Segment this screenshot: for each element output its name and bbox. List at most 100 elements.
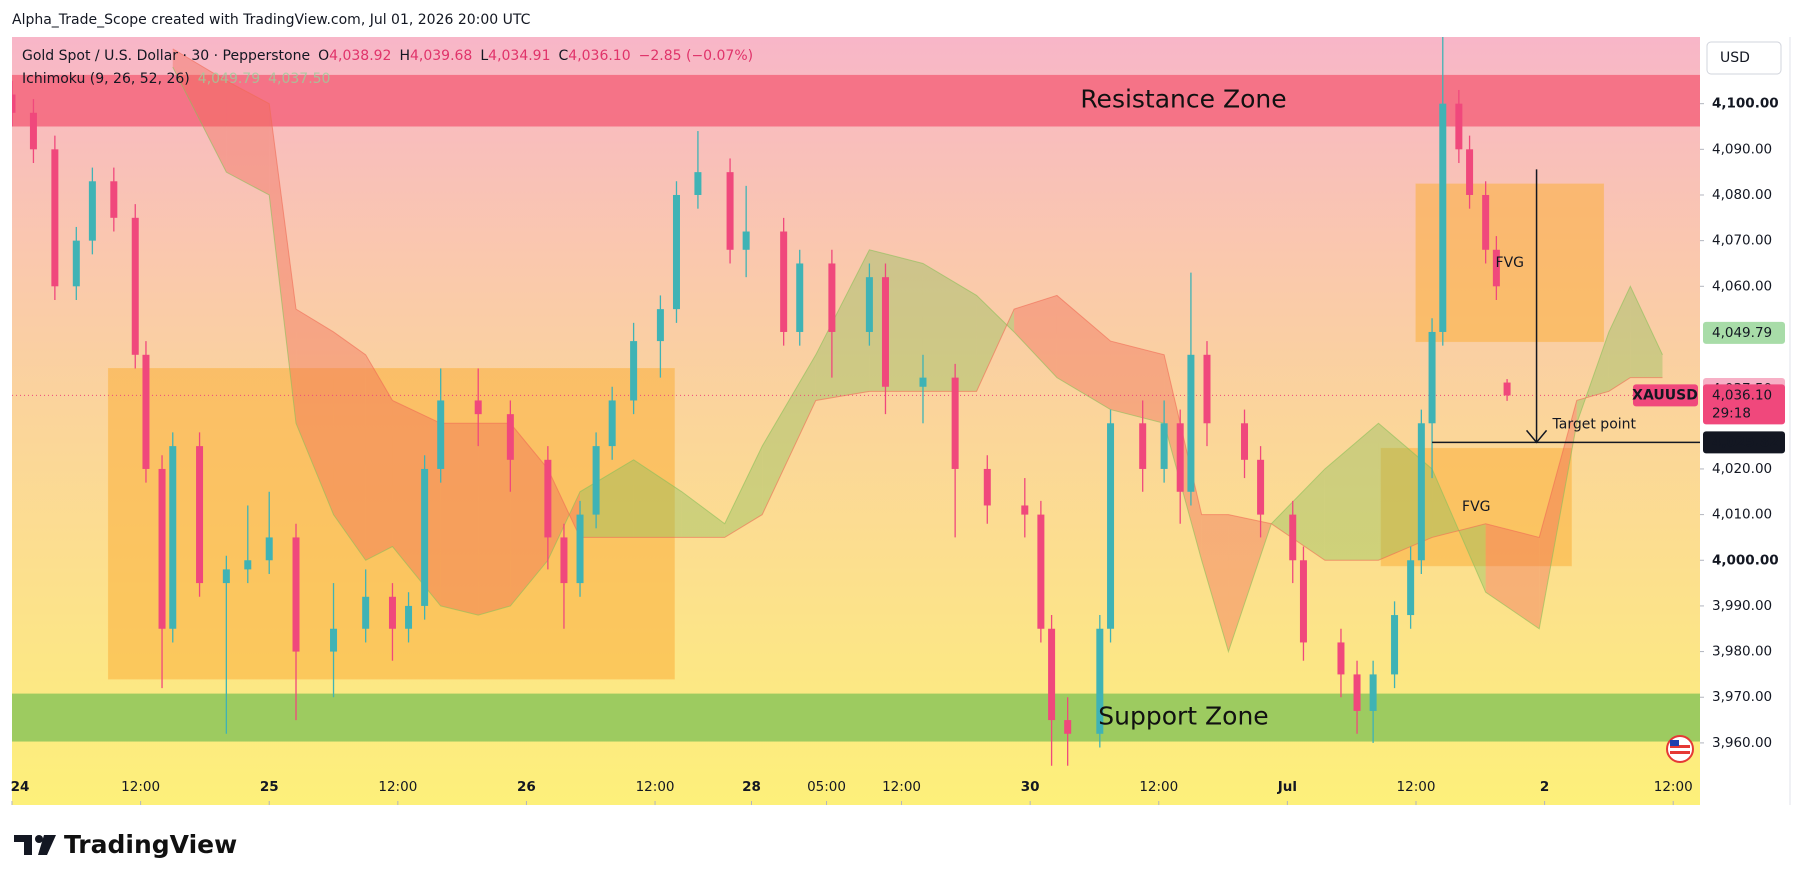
x-tick-label: 12:00 xyxy=(378,779,417,795)
candle-body xyxy=(1139,423,1147,469)
cloud-segment xyxy=(365,354,393,561)
target-tag xyxy=(1703,431,1785,454)
cloud-segment xyxy=(547,468,581,561)
cloud-segment xyxy=(681,491,725,538)
y-tick-label: 4,060.00 xyxy=(1712,278,1772,294)
price-tag-label: 4,049.79 xyxy=(1712,325,1772,341)
cloud-segment xyxy=(296,309,334,515)
cloud-segment xyxy=(172,48,227,173)
candle-body xyxy=(1021,505,1029,515)
fvg-label: FVG xyxy=(1496,255,1524,271)
cloud-segment xyxy=(269,103,297,424)
cloud-segment xyxy=(815,249,870,401)
x-tick-label: 05:00 xyxy=(807,779,846,795)
indicator-value: 4,037.50 xyxy=(268,71,330,87)
x-tick-label: 26 xyxy=(517,779,536,795)
candle-body xyxy=(142,354,150,469)
cloud-segment xyxy=(1271,468,1325,561)
candle-body xyxy=(592,446,600,515)
candle-body xyxy=(1048,628,1056,721)
candle-body xyxy=(388,596,396,629)
candle-body xyxy=(672,194,680,310)
cloud-segment xyxy=(580,459,634,538)
y-tick-label: 4,020.00 xyxy=(1712,461,1772,477)
candle-body xyxy=(1187,354,1195,492)
candle-body xyxy=(474,400,482,415)
candle-body xyxy=(51,149,59,287)
candle-body xyxy=(1369,674,1377,711)
fvg-box xyxy=(1380,447,1572,567)
candle-body xyxy=(1337,642,1345,675)
x-tick-label: 12:00 xyxy=(636,779,675,795)
symbol-tag xyxy=(1633,384,1698,407)
watermark: Alpha_Trade_Scope created with TradingVi… xyxy=(12,12,531,28)
logo-icon xyxy=(14,835,56,855)
y-tick-label: 4,000.00 xyxy=(1712,552,1779,568)
x-tick-label: 12:00 xyxy=(1139,779,1178,795)
candle-body xyxy=(544,459,552,538)
candle-body xyxy=(72,240,80,287)
candle-body xyxy=(726,172,734,250)
cloud-segment xyxy=(1228,514,1272,652)
legend: Gold Spot / U.S. Dollar · 30 · Peppersto… xyxy=(22,48,753,64)
candle-body xyxy=(405,605,413,629)
ohlc-key: H xyxy=(399,48,410,64)
candle-body xyxy=(608,400,616,447)
countdown: 29:18 xyxy=(1712,405,1751,421)
zone xyxy=(12,693,1700,742)
y-tick-label: 4,080.00 xyxy=(1712,187,1772,203)
symbol-tag-label: XAUUSD xyxy=(1632,387,1698,403)
candle-body xyxy=(222,569,230,584)
zone xyxy=(12,74,1700,127)
x-tick-label: Jul xyxy=(1277,779,1297,795)
candle-body xyxy=(421,468,429,606)
candle-body xyxy=(110,181,118,218)
candle-body xyxy=(796,263,804,332)
ohlc-value: 4,038.92 xyxy=(329,48,391,64)
candle-body xyxy=(1492,249,1500,287)
candle-body xyxy=(576,514,584,584)
candle-body xyxy=(1503,382,1511,396)
cloud-segment xyxy=(1485,523,1540,629)
cloud-segment xyxy=(869,249,923,392)
candle-body xyxy=(362,596,370,629)
candle-body xyxy=(244,560,252,570)
target-tag-label: 4,025.82 xyxy=(1712,434,1779,450)
cloud-segment xyxy=(1056,295,1111,410)
x-tick-label: 12:00 xyxy=(1397,779,1436,795)
candle-body xyxy=(330,628,338,652)
candle-body xyxy=(158,468,166,629)
overlay: Gold Spot / U.S. Dollar · 30 · Peppersto… xyxy=(11,48,1785,805)
target-label: Target point xyxy=(1552,416,1637,432)
y-tick-label: 3,960.00 xyxy=(1712,735,1772,751)
y-tick-label: 3,980.00 xyxy=(1712,644,1772,660)
cloud-segment xyxy=(478,423,511,616)
candle-body xyxy=(630,341,638,401)
candle-body xyxy=(1107,423,1115,629)
price-tag xyxy=(1703,321,1785,344)
cloud-segment xyxy=(510,423,548,606)
candle-body xyxy=(1466,149,1474,195)
candle-body xyxy=(292,537,300,652)
y-tick-label: 4,100.00 xyxy=(1712,96,1779,112)
candle-body xyxy=(1299,560,1307,643)
ohlc-value: 4,039.68 xyxy=(410,48,472,64)
cloud-line xyxy=(172,48,1663,561)
zone-label: Resistance Zone xyxy=(1080,85,1286,114)
candle-body xyxy=(1353,674,1361,711)
currency-box[interactable] xyxy=(1706,41,1782,75)
candle-body xyxy=(506,414,514,460)
cloud-segment xyxy=(976,295,1015,392)
y-tick-label: 3,990.00 xyxy=(1712,598,1772,614)
y-tick-label: 4,070.00 xyxy=(1712,233,1772,249)
candle-body xyxy=(265,537,273,561)
ohlc-value: 4,034.91 xyxy=(488,48,550,64)
cloud-segment xyxy=(1110,341,1165,424)
cloud-segment xyxy=(1014,295,1057,378)
cloud-segment xyxy=(1630,286,1663,378)
x-tick-label: 2 xyxy=(1540,779,1549,795)
cloud-segment xyxy=(762,354,816,515)
candle-body xyxy=(780,231,788,332)
x-tick-label: 25 xyxy=(260,779,279,795)
